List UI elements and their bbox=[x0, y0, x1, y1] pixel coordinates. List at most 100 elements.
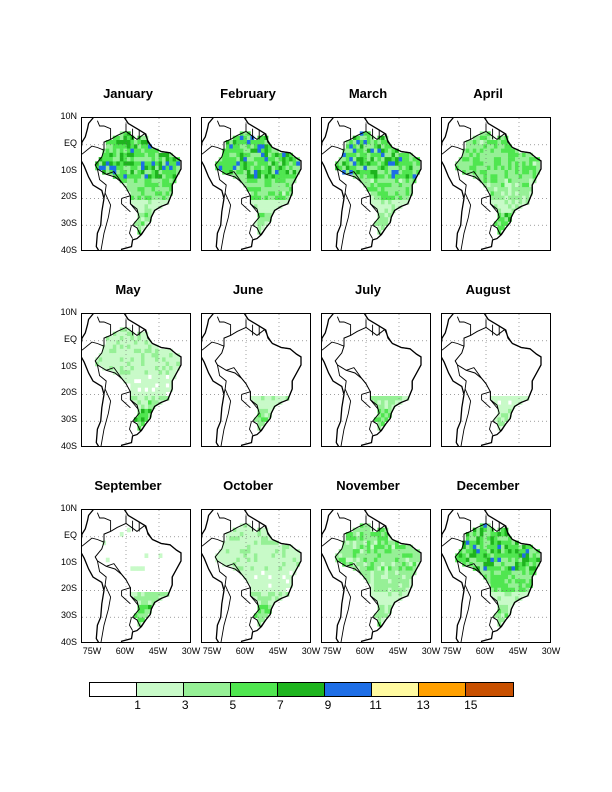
latitude-label: 40S bbox=[60, 637, 77, 647]
country-border bbox=[220, 584, 232, 642]
country-border bbox=[121, 198, 131, 213]
panel-title: November bbox=[336, 478, 400, 493]
country-border bbox=[96, 168, 107, 199]
latitude-label: 10S bbox=[60, 360, 77, 371]
colorbar-label: 3 bbox=[181, 698, 189, 712]
colorbar-swatch bbox=[372, 683, 419, 696]
panel-title: July bbox=[354, 282, 381, 297]
latitude-label: 10S bbox=[60, 556, 77, 567]
map-panel bbox=[321, 313, 431, 447]
country-border bbox=[456, 120, 472, 140]
country-border bbox=[202, 145, 225, 155]
longitude-label: 30W bbox=[541, 646, 561, 656]
panel-title: August bbox=[465, 282, 511, 297]
precip-field bbox=[370, 396, 410, 431]
country-border bbox=[361, 195, 379, 214]
brazil-border bbox=[454, 130, 542, 237]
country-border bbox=[456, 560, 467, 591]
map-panel bbox=[81, 509, 191, 643]
longitude-label: 60W bbox=[355, 646, 375, 656]
map-panel bbox=[201, 509, 311, 643]
precip-field bbox=[455, 131, 541, 235]
country-border bbox=[241, 195, 259, 214]
country-border bbox=[460, 388, 472, 446]
country-border bbox=[481, 394, 491, 409]
brazil-border bbox=[214, 326, 302, 433]
country-border bbox=[456, 364, 467, 395]
longitude-label: 45W bbox=[148, 646, 168, 656]
colorbar-label: 9 bbox=[324, 698, 332, 712]
longitude-label: 30W bbox=[181, 646, 201, 656]
longitude-label: 75W bbox=[82, 646, 102, 656]
brazil-border bbox=[454, 326, 542, 433]
country-border bbox=[361, 198, 371, 213]
latitude-label: EQ bbox=[63, 529, 77, 540]
country-border bbox=[361, 590, 371, 605]
colorbar-swatch bbox=[466, 683, 513, 696]
country-border bbox=[216, 316, 232, 336]
country-border bbox=[481, 195, 499, 214]
colorbar-label: 7 bbox=[277, 698, 284, 712]
panel-title: September bbox=[94, 478, 162, 493]
country-border bbox=[121, 391, 139, 410]
map-panel bbox=[321, 509, 431, 643]
country-border bbox=[460, 584, 472, 642]
colorbar-swatch bbox=[325, 683, 372, 696]
panel-title: January bbox=[103, 86, 153, 101]
country-border bbox=[466, 563, 487, 580]
longitude-label: 30W bbox=[301, 646, 321, 656]
map-panel bbox=[441, 509, 551, 643]
brazil-border bbox=[334, 130, 422, 237]
country-border bbox=[442, 145, 465, 155]
map-panel bbox=[81, 313, 191, 447]
country-border bbox=[82, 145, 105, 155]
latitude-label: 30S bbox=[60, 610, 77, 621]
latitude-label: 10N bbox=[60, 503, 77, 513]
country-border bbox=[216, 120, 232, 140]
coastline bbox=[82, 510, 182, 642]
panel-title: May bbox=[115, 282, 141, 297]
country-border bbox=[129, 421, 133, 435]
country-border bbox=[129, 225, 133, 239]
country-border bbox=[481, 198, 491, 213]
longitude-label: 30W bbox=[421, 646, 441, 656]
brazil-border bbox=[214, 522, 302, 629]
country-border bbox=[226, 563, 247, 580]
latitude-label: 40S bbox=[60, 245, 77, 255]
latitude-label: 30S bbox=[60, 414, 77, 425]
longitude-label: 45W bbox=[508, 646, 528, 656]
country-border bbox=[361, 587, 379, 606]
country-border bbox=[466, 367, 487, 384]
country-border bbox=[82, 341, 105, 351]
colorbar-label: 5 bbox=[229, 698, 237, 712]
country-border bbox=[336, 364, 347, 395]
panel-title: March bbox=[348, 86, 388, 101]
country-border bbox=[121, 590, 131, 605]
colorbar-swatch bbox=[231, 683, 278, 696]
latitude-label: 20S bbox=[60, 583, 77, 594]
country-border bbox=[226, 367, 247, 384]
country-border bbox=[106, 367, 127, 384]
country-border bbox=[96, 120, 112, 140]
country-border bbox=[336, 120, 352, 140]
map-panel bbox=[81, 117, 191, 251]
country-border bbox=[100, 192, 112, 250]
longitude-label: 75W bbox=[442, 646, 462, 656]
latitude-label: EQ bbox=[63, 333, 77, 344]
country-border bbox=[202, 537, 225, 547]
country-border bbox=[442, 341, 465, 351]
colorbar-label: 15 bbox=[464, 698, 478, 712]
panel-title: December bbox=[456, 478, 520, 493]
latitude-label: 20S bbox=[60, 387, 77, 398]
country-border bbox=[216, 168, 227, 199]
country-border bbox=[456, 168, 467, 199]
country-border bbox=[369, 421, 373, 435]
colorbar-swatch bbox=[419, 683, 466, 696]
panel-title: April bbox=[473, 86, 503, 101]
latitude-label: 10N bbox=[60, 111, 77, 121]
colorbar bbox=[89, 682, 514, 697]
country-border bbox=[460, 192, 472, 250]
coastline bbox=[322, 314, 422, 446]
longitude-label: 60W bbox=[115, 646, 135, 656]
country-border bbox=[121, 394, 131, 409]
